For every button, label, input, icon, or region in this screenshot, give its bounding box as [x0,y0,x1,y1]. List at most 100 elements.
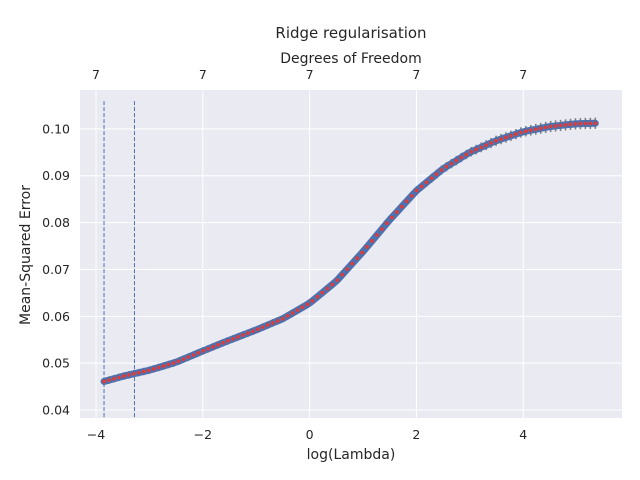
data-point [151,367,156,371]
data-point [538,126,543,131]
data-point [156,365,161,370]
data-point [191,353,196,357]
top-tick-labels: 7 7 7 7 7 [92,67,527,82]
x-tick-labels: −4 −2 0 2 4 [87,427,527,442]
data-point [375,233,379,237]
y-tick-label: 0.09 [42,168,70,183]
data-point [171,361,176,365]
data-point [246,331,250,336]
data-point [563,123,568,127]
data-point [241,333,245,337]
data-point [394,210,399,214]
data-point [578,121,583,126]
top-tick-label: 7 [412,67,420,82]
data-point [345,267,350,272]
data-point [325,286,330,291]
data-point [221,340,226,345]
data-point [107,378,111,382]
data-point [335,278,340,283]
y-tick-labels: 0.04 0.05 0.06 0.07 0.08 0.09 0.10 [42,121,70,417]
series-line [100,119,599,385]
reference-lines [103,99,135,418]
data-point [265,323,270,327]
data-point [494,138,498,143]
x-tick-label: −4 [87,427,105,442]
data-point [504,135,508,140]
data-point [360,250,364,255]
data-point [355,256,360,261]
data-point [588,121,593,126]
data-point [141,369,146,374]
data-point [285,314,290,318]
data-point [201,348,206,353]
data-point [310,298,315,303]
data-point [117,375,121,380]
data-point [553,124,558,128]
top-tick-label: 7 [306,67,314,82]
data-point [350,261,355,266]
x-tick-label: 4 [519,427,527,442]
y-tick-label: 0.07 [42,262,70,277]
data-point [499,137,503,142]
data-point [509,133,513,138]
data-point [365,244,369,249]
top-tick-label: 7 [519,67,527,82]
data-point [583,121,588,126]
data-point [176,359,181,364]
data-point [459,155,464,160]
data-point [593,121,598,126]
data-point [255,327,260,332]
data-point [518,130,523,135]
y-axis-label: Mean-Squared Error [18,185,34,325]
data-point [568,122,573,127]
chart-title: Ridge regularisation [275,24,426,42]
data-point [523,129,528,134]
data-point [186,355,191,359]
data-point [484,143,489,148]
data-point [384,221,389,226]
y-tick-label: 0.10 [42,121,70,136]
data-point [270,321,275,325]
data-point [434,172,439,177]
top-tick-label: 7 [92,67,100,82]
data-point [275,318,280,323]
y-tick-label: 0.06 [42,309,70,324]
x-tick-label: 2 [412,427,420,442]
x-tick-label: 0 [306,427,314,442]
grid [80,90,622,418]
data-point [121,374,126,378]
data-point [231,336,235,341]
data-point [489,141,493,145]
data-point [295,308,300,313]
data-point [370,239,374,243]
data-point [300,305,305,310]
data-point [409,193,414,198]
data-point [211,344,216,349]
data-point [479,145,484,150]
data-point [260,325,265,330]
top-tick-label: 7 [199,67,207,82]
data-point [161,364,166,368]
data-point [226,338,230,343]
data-point [250,329,255,334]
data-point [340,272,345,277]
data-point [131,371,136,376]
data-point [389,215,394,220]
data-point [330,282,335,287]
data-point [469,149,474,154]
data-point [439,168,444,172]
data-point [528,128,533,133]
data-point [216,342,221,347]
data-point [419,184,424,189]
data-point [380,227,384,231]
data-point [136,370,141,375]
data-point [166,362,171,367]
data-point [543,125,548,130]
data-point [305,302,310,307]
data-point [533,127,538,132]
data-point [404,199,409,204]
data-point [315,294,320,299]
x-tick-label: −2 [194,427,212,442]
y-tick-label: 0.04 [42,403,70,418]
